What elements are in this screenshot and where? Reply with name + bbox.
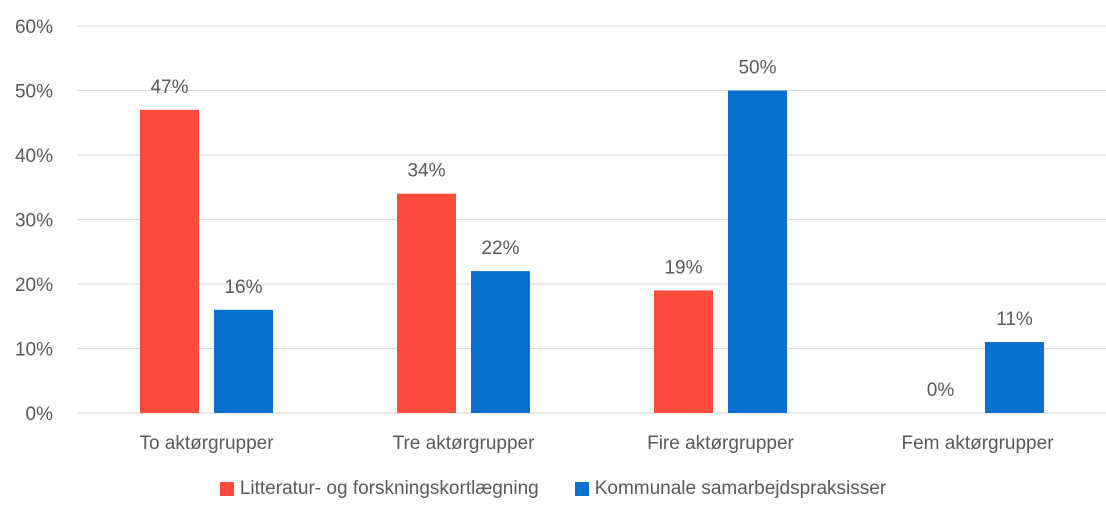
x-axis-category-labels: To aktørgrupper Tre aktørgrupper Fire aktø… <box>139 433 1054 454</box>
legend-label-series-1: Litteratur- og forskningskortlægning <box>239 478 539 499</box>
bars <box>140 90 1044 413</box>
legend: Litteratur- og forskningskortlægning Kom… <box>0 478 1106 500</box>
data-label-series-2-3: 50% <box>738 58 776 79</box>
legend-swatch-series-2 <box>574 482 589 496</box>
legend-item-series-1: Litteratur- og forskningskortlægning <box>219 478 539 500</box>
bar-series-1-1 <box>140 109 199 413</box>
data-label-series-1-2: 34% <box>407 161 445 182</box>
data-label-series-1-4: 0% <box>927 380 955 401</box>
y-tick-label: 50% <box>15 82 53 103</box>
x-category-label: To aktørgrupper <box>139 433 274 454</box>
data-label-series-2-1: 16% <box>224 277 262 298</box>
y-tick-label: 40% <box>15 146 53 167</box>
data-label-series-2-2: 22% <box>481 238 519 259</box>
data-label-series-1-3: 19% <box>664 257 702 278</box>
y-tick-label: 10% <box>15 340 53 361</box>
bar-series-2-2 <box>471 271 530 413</box>
y-tick-label: 30% <box>15 211 53 232</box>
bar-series-1-3 <box>654 290 713 413</box>
y-tick-label: 60% <box>15 17 53 38</box>
data-label-series-1-1: 47% <box>150 77 188 98</box>
x-category-label: Fire aktørgrupper <box>647 433 794 454</box>
data-labels: 47% 16% 34% 22% 19% 50% 0% 11% <box>150 58 1032 402</box>
x-category-label: Tre aktørgrupper <box>393 433 536 454</box>
bar-series-2-4 <box>985 342 1044 413</box>
y-axis-tick-labels: 0% 10% 20% 30% 40% 50% 60% <box>15 17 53 425</box>
legend-swatch-series-1 <box>219 482 234 496</box>
y-tick-label: 0% <box>26 404 54 425</box>
data-label-series-2-4: 11% <box>996 309 1033 330</box>
y-tick-label: 20% <box>15 275 53 296</box>
bar-series-2-3 <box>728 90 787 413</box>
bar-series-1-2 <box>397 193 456 413</box>
bar-series-2-1 <box>214 309 273 413</box>
x-category-label: Fem aktørgrupper <box>901 433 1054 454</box>
legend-label-series-2: Kommunale samarbejdspraksisser <box>594 478 887 499</box>
legend-item-series-2: Kommunale samarbejdspraksisser <box>574 478 887 500</box>
